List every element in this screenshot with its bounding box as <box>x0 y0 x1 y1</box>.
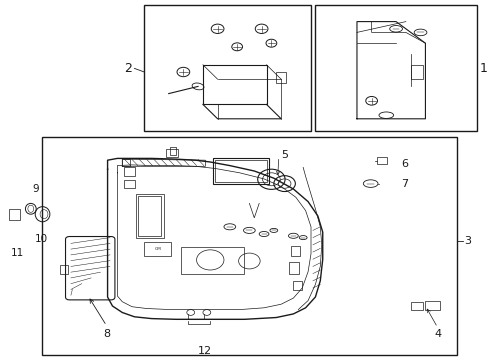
Bar <box>144 5 310 131</box>
Text: 9: 9 <box>32 184 39 194</box>
Bar <box>138 196 161 236</box>
Bar <box>315 5 476 131</box>
Bar <box>276 72 285 83</box>
Text: 3: 3 <box>464 236 470 246</box>
Bar <box>9 209 20 220</box>
Bar <box>170 147 176 155</box>
Bar <box>376 157 386 164</box>
Bar <box>166 149 178 157</box>
Bar <box>124 167 135 176</box>
Text: 8: 8 <box>103 329 110 339</box>
Text: 4: 4 <box>433 329 440 339</box>
Bar <box>425 301 439 310</box>
Text: 12: 12 <box>198 346 212 356</box>
Text: 2: 2 <box>124 62 132 75</box>
Bar <box>212 158 268 184</box>
Bar <box>60 265 68 274</box>
Text: 7: 7 <box>400 179 407 189</box>
Text: 11: 11 <box>11 248 24 258</box>
Text: 10: 10 <box>35 234 48 244</box>
Bar <box>144 242 171 256</box>
Bar <box>290 246 299 256</box>
Bar <box>288 262 299 274</box>
Bar <box>293 281 302 290</box>
Text: 6: 6 <box>400 159 407 169</box>
Text: GM: GM <box>154 247 161 251</box>
Bar <box>124 180 135 188</box>
Text: 1: 1 <box>478 62 486 75</box>
Bar <box>410 65 422 79</box>
Bar <box>136 194 164 238</box>
Bar <box>410 302 422 310</box>
Bar <box>215 160 266 182</box>
Bar <box>41 137 456 355</box>
Bar <box>181 247 244 274</box>
Text: 5: 5 <box>281 150 287 160</box>
